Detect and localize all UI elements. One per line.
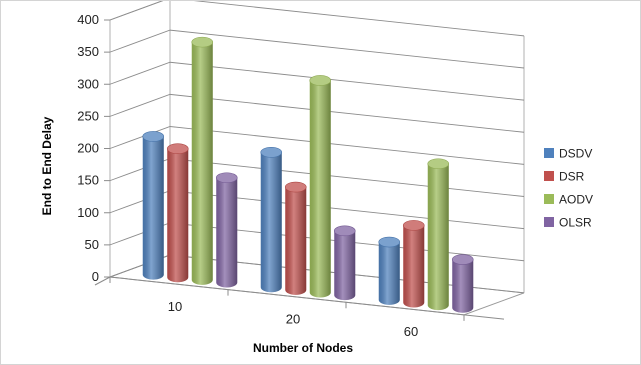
legend: DSDV DSR AODV OLSR (544, 147, 593, 230)
x-tick-label: 60 (404, 324, 418, 339)
bar-olsr-60 (451, 254, 474, 313)
legend-label-dsdv: DSDV (559, 147, 592, 161)
x-tick-label: 20 (286, 312, 300, 327)
y-tick-label: 250 (77, 108, 99, 123)
y-tick-label: 50 (85, 237, 99, 252)
bar-aodv-20 (309, 75, 332, 298)
gridline (109, 1, 525, 37)
legend-label-dsr: DSR (559, 170, 585, 184)
bar-aodv-60 (427, 158, 450, 311)
y-tick-label: 100 (77, 205, 99, 220)
gridline (109, 61, 525, 101)
bar-olsr-10 (215, 172, 238, 288)
bars (142, 36, 474, 313)
bar-dsr-10 (166, 143, 189, 283)
y-tick-label: 350 (77, 44, 99, 59)
y-tick-label: 150 (77, 173, 99, 188)
x-tick-label: 10 (168, 299, 182, 314)
x-axis-ticks: 10 20 60 (94, 276, 505, 339)
legend-swatch-dsr (544, 171, 554, 181)
bar-olsr-20 (333, 225, 356, 301)
y-axis-ticks: 0 50 100 150 200 250 300 350 400 (77, 12, 110, 284)
gridline (109, 93, 525, 133)
bar-dsr-20 (284, 181, 307, 295)
gridline (109, 126, 525, 165)
x-axis-line (109, 276, 505, 320)
bar-dsdv-10 (142, 131, 165, 280)
bar-dsr-60 (402, 220, 425, 308)
legend-swatch-olsr (544, 217, 554, 227)
bar-dsdv-60 (378, 236, 401, 305)
bar-aodv-10 (191, 36, 214, 285)
bar-dsdv-20 (260, 147, 283, 293)
x-axis-title: Number of Nodes (253, 341, 353, 355)
legend-swatch-aodv (544, 194, 554, 204)
gridline (109, 29, 525, 69)
y-tick-label: 200 (77, 141, 99, 156)
y-tick-label: 300 (77, 76, 99, 91)
legend-label-aodv: AODV (559, 193, 593, 207)
y-tick-label: 0 (92, 269, 99, 284)
legend-swatch-dsdv (544, 148, 554, 158)
y-axis-title: End to End Delay (40, 116, 54, 215)
y-tick-label: 400 (77, 12, 99, 27)
legend-label-olsr: OLSR (559, 216, 592, 230)
